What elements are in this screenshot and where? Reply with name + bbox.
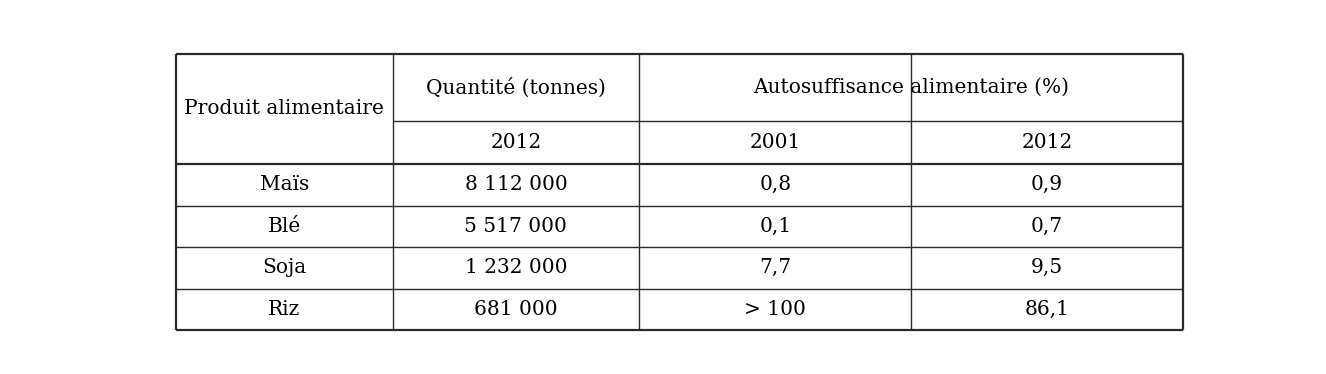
Text: 8 112 000: 8 112 000 bbox=[464, 175, 568, 194]
Text: 2001: 2001 bbox=[749, 133, 801, 152]
Text: Blé: Blé bbox=[268, 217, 301, 236]
Text: 2012: 2012 bbox=[491, 133, 541, 152]
Text: Maïs: Maïs bbox=[260, 175, 309, 194]
Text: 0,9: 0,9 bbox=[1032, 175, 1063, 194]
Text: Soja: Soja bbox=[263, 258, 306, 277]
Text: 86,1: 86,1 bbox=[1025, 300, 1070, 319]
Text: 0,8: 0,8 bbox=[760, 175, 792, 194]
Text: 1 232 000: 1 232 000 bbox=[464, 258, 568, 277]
Text: 0,1: 0,1 bbox=[760, 217, 792, 236]
Text: Riz: Riz bbox=[268, 300, 301, 319]
Text: 7,7: 7,7 bbox=[760, 258, 792, 277]
Text: 9,5: 9,5 bbox=[1032, 258, 1063, 277]
Text: 681 000: 681 000 bbox=[475, 300, 558, 319]
Text: 0,7: 0,7 bbox=[1032, 217, 1063, 236]
Text: 5 517 000: 5 517 000 bbox=[464, 217, 568, 236]
Text: Quantité (tonnes): Quantité (tonnes) bbox=[426, 77, 606, 98]
Text: 2012: 2012 bbox=[1021, 133, 1073, 152]
Text: Autosuffisance alimentaire (%): Autosuffisance alimentaire (%) bbox=[753, 78, 1069, 97]
Text: > 100: > 100 bbox=[744, 300, 806, 319]
Text: Produit alimentaire: Produit alimentaire bbox=[184, 99, 385, 118]
